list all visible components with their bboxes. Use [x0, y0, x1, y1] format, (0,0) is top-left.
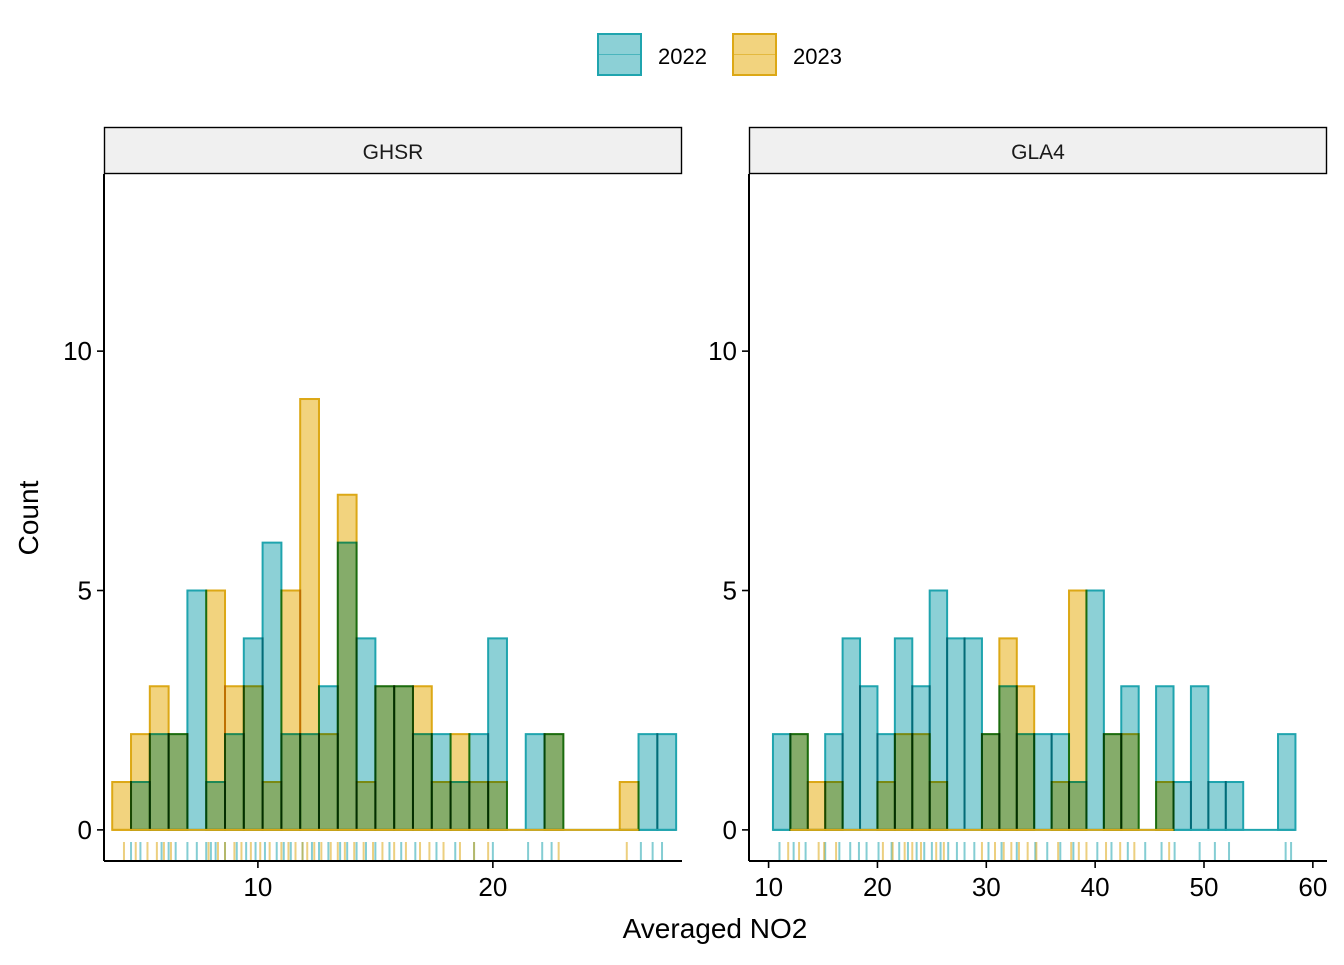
axes-gla4: 0 5 10 10 20 30 40 50 60 [708, 174, 1327, 902]
y-axis-title: Count [13, 480, 44, 555]
strip-ghsr [103, 126, 683, 175]
rug-ghsr [122, 842, 664, 860]
bar-2022-17 [1085, 589, 1105, 831]
panel-ghsr: GHSR 0 5 10 10 20 [63, 126, 683, 902]
bar-2023-14 [393, 685, 414, 831]
bar-2022-3 [186, 589, 208, 831]
y-tick-label-5: 5 [723, 576, 737, 606]
x-axis-title: Averaged NO2 [623, 913, 808, 944]
bar-2022-22 [637, 733, 659, 831]
bar-2023-5 [911, 733, 931, 831]
bar-2022-21 [1172, 781, 1192, 831]
x-tick-label-20: 20 [478, 872, 507, 902]
bar-2023-20 [543, 733, 565, 831]
bar-2023-8 [998, 637, 1018, 831]
legend-item-2022: 2022 [597, 33, 707, 76]
y-tick-label-10: 10 [63, 336, 92, 366]
bar-2023-18 [468, 781, 490, 831]
legend-label-2022: 2022 [658, 44, 707, 69]
bar-2022-0 [771, 733, 792, 831]
bar-2023-0 [789, 733, 809, 831]
bar-2023-13 [374, 685, 396, 831]
bars-ghsr [111, 398, 678, 831]
bar-2023-1 [806, 781, 827, 831]
bar-2023-6 [242, 685, 264, 831]
legend-label-2023: 2023 [793, 44, 842, 69]
rug-gla4 [778, 842, 1293, 860]
bar-2023-5 [224, 685, 245, 831]
bar-2022-3 [841, 637, 862, 831]
bar-2023-17 [449, 733, 471, 831]
strip-label-gla4: GLA4 [1011, 141, 1065, 164]
bar-2023-10 [1050, 781, 1071, 831]
x-tick-label-10: 10 [754, 872, 783, 902]
bar-2022-25 [1277, 733, 1297, 831]
bar-2023-19 [487, 781, 508, 831]
bar-2023-3 [167, 733, 189, 831]
bar-2022-22 [1189, 685, 1210, 831]
bar-2022-23 [1207, 781, 1227, 831]
legend: 2022 2023 [597, 33, 842, 76]
bar-2023-2 [148, 685, 170, 831]
bar-2023-6 [928, 781, 949, 831]
legend-item-2023: 2023 [732, 33, 842, 76]
y-tick-label-0: 0 [78, 815, 92, 845]
bar-2023-14 [1155, 781, 1175, 831]
axes-ghsr: 0 5 10 10 20 [63, 174, 682, 902]
bar-2023-16 [430, 781, 452, 831]
panel-gla4: GLA4 0 5 10 10 20 30 40 50 60 [708, 126, 1328, 902]
bar-2022-20 [524, 733, 546, 831]
bar-2023-3 [876, 781, 896, 831]
x-tick-label-10: 10 [243, 872, 272, 902]
bar-2023-4 [893, 733, 914, 831]
y-tick-label-10: 10 [708, 336, 737, 366]
x-tick-label-40: 40 [1081, 872, 1110, 902]
bar-2022-10 [963, 637, 983, 831]
bar-2023-4 [205, 589, 227, 831]
bar-2023-9 [299, 398, 320, 831]
bar-2023-7 [261, 781, 283, 831]
x-tick-label-30: 30 [972, 872, 1001, 902]
bar-2022-4 [859, 685, 879, 831]
bar-2023-9 [1015, 685, 1036, 831]
strip-label-ghsr: GHSR [363, 141, 424, 164]
bar-2022-23 [656, 733, 678, 831]
x-tick-label-20: 20 [863, 872, 892, 902]
bar-2023-0 [111, 781, 133, 831]
bar-2023-8 [280, 589, 302, 831]
y-tick-label-0: 0 [723, 815, 737, 845]
bar-2023-15 [411, 685, 433, 831]
bar-2023-12 [355, 781, 377, 831]
bar-2023-1 [130, 733, 151, 831]
bar-2023-2 [824, 781, 844, 831]
bar-2023-7 [980, 733, 1001, 831]
bar-2023-13 [1120, 733, 1140, 831]
bar-2023-12 [1102, 733, 1123, 831]
bar-2023-21 [618, 781, 640, 831]
bar-2022-14 [1033, 733, 1053, 831]
y-tick-label-5: 5 [78, 576, 92, 606]
bar-2022-24 [1224, 781, 1245, 831]
bars-gla4 [771, 589, 1297, 831]
strip-gla4 [748, 126, 1328, 175]
bar-2023-11 [1068, 589, 1088, 831]
bar-2022-9 [946, 637, 966, 831]
x-tick-label-50: 50 [1190, 872, 1219, 902]
bar-2023-10 [317, 733, 339, 831]
x-tick-label-60: 60 [1298, 872, 1327, 902]
bar-2023-11 [336, 493, 358, 831]
